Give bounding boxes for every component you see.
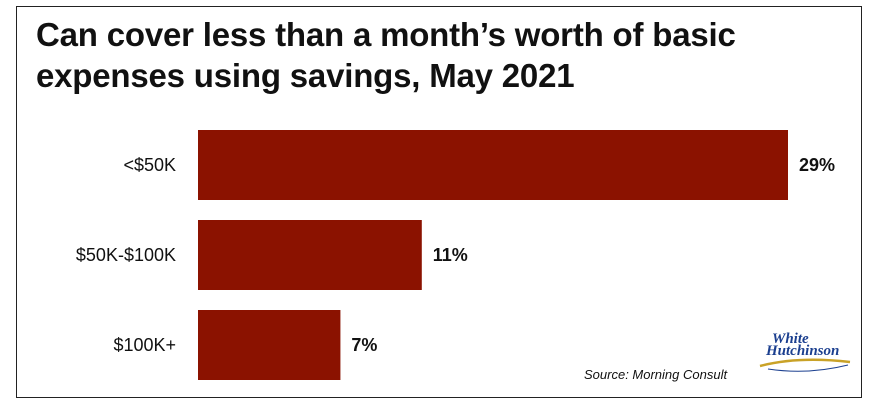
category-label-0: <$50K	[123, 155, 176, 175]
chart-title-line-2: expenses using savings, May 2021	[36, 57, 575, 94]
category-label-1: $50K-$100K	[76, 245, 176, 265]
value-label-2: 7%	[351, 335, 377, 355]
bar-2	[198, 310, 341, 380]
logo-text-line-1: White	[772, 331, 809, 347]
value-label-1: 11%	[433, 245, 468, 265]
category-label-2: $100K+	[113, 335, 176, 355]
logo-text-line-2: Hutchinson	[766, 343, 840, 359]
chart-frame	[16, 6, 862, 398]
value-label-0: 29%	[799, 155, 835, 175]
chart-title-line-1: Can cover less than a month’s worth of b…	[36, 16, 736, 53]
logo-swoosh-icon	[759, 358, 851, 372]
bar-1	[198, 220, 422, 290]
white-hutchinson-logo: White Hutchinson	[758, 332, 854, 388]
chart-title: Can cover less than a month’s worth of b…	[36, 14, 856, 96]
source-note: Source: Morning Consult	[584, 367, 728, 382]
bar-0	[198, 130, 788, 200]
